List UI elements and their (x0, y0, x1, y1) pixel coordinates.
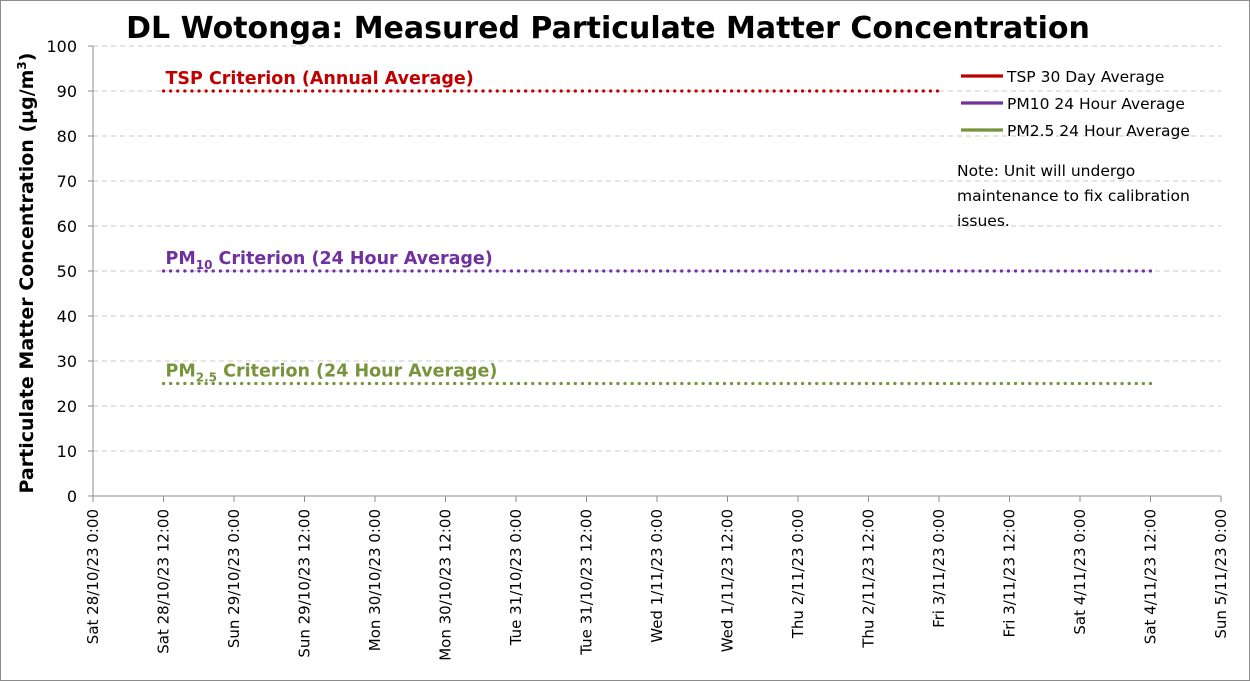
x-tick-label-10: Thu 2/11/23 0:00 (789, 509, 807, 639)
y-tick-label-20: 20 (57, 397, 77, 416)
y-tick-label-0: 0 (67, 487, 77, 506)
y-tick-label-50: 50 (57, 262, 77, 281)
x-tick-label-13: Fri 3/11/23 12:00 (1001, 509, 1019, 637)
criterion-label-sub-2: 2.5 (196, 371, 217, 385)
y-tick-label-90: 90 (57, 82, 77, 101)
x-tick-label-9: Wed 1/11/23 12:00 (719, 509, 737, 652)
x-tick-label-16: Sun 5/11/23 0:00 (1212, 509, 1230, 639)
y-tick-label-40: 40 (57, 307, 77, 326)
criterion-label-main-2: PM (166, 362, 196, 382)
note-line-2: issues. (957, 212, 1010, 230)
x-tick-labels: Sat 28/10/23 0:00 Sat 28/10/23 12:00 Sun 2… (84, 496, 1230, 661)
criterion-label-2: PM2.5 Criterion (24 Hour Average) (166, 362, 498, 385)
criterion-label-main-0: TSP Criterion (Annual Average) (166, 69, 474, 89)
gridlines (93, 45, 1221, 452)
legend-entry-2: PM2.5 24 Hour Average (1007, 122, 1190, 140)
criterion-label-sub-1: 10 (196, 258, 213, 272)
y-tick-label-70: 70 (57, 172, 77, 191)
y-tick-label-30: 30 (57, 352, 77, 371)
x-tick-label-12: Fri 3/11/23 0:00 (930, 509, 948, 628)
criterion-label-rest-1: Criterion (24 Hour Average) (212, 249, 492, 269)
legend-entry-0: TSP 30 Day Average (1006, 68, 1164, 86)
y-tick-label-60: 60 (57, 217, 77, 236)
criterion-label-0: TSP Criterion (Annual Average) (166, 69, 474, 89)
y-axis-label-main: Particulate Matter Concentration (µg/m (16, 70, 38, 494)
x-tick-label-1: Sat 28/10/23 12:00 (155, 509, 173, 654)
note-line-0: Note: Unit will undergo (957, 162, 1135, 180)
x-tick-label-7: Tue 31/10/23 12:00 (578, 509, 596, 656)
y-tick-label-10: 10 (57, 442, 77, 461)
y-axis-label-sup: 3 (15, 61, 29, 69)
criterion-label-1: PM10 Criterion (24 Hour Average) (166, 249, 493, 272)
x-tick-label-0: Sat 28/10/23 0:00 (84, 509, 102, 644)
x-tick-label-11: Thu 2/11/23 12:00 (860, 509, 878, 649)
x-tick-label-5: Mon 30/10/23 12:00 (437, 509, 455, 661)
note-line-1: maintenance to fix calibration (957, 187, 1190, 205)
note: Note: Unit will undergo maintenance to fi… (957, 162, 1190, 230)
criteria-lines: TSP Criterion (Annual Average)PM10 Crite… (161, 69, 1153, 386)
chart-title: DL Wotonga: Measured Particulate Matter … (126, 11, 1090, 46)
y-axis-label: Particulate Matter Concentration (µg/m3) (15, 53, 38, 494)
legend: TSP 30 Day Average PM10 24 Hour Average PM… (961, 68, 1190, 140)
y-axis-label-end: ) (16, 53, 38, 62)
x-tick-label-14: Sat 4/11/23 0:00 (1071, 509, 1089, 635)
x-tick-label-8: Wed 1/11/23 0:00 (648, 509, 666, 643)
x-tick-label-3: Sun 29/10/23 12:00 (296, 509, 314, 658)
x-tick-label-6: Tue 31/10/23 0:00 (507, 509, 525, 646)
svg-text:Particulate Matter Concentrati: Particulate Matter Concentration (µg/m3) (15, 53, 38, 494)
legend-entry-1: PM10 24 Hour Average (1007, 95, 1185, 113)
criterion-label-rest-2: Criterion (24 Hour Average) (217, 362, 497, 382)
criterion-label-main-1: PM (166, 249, 196, 269)
x-tick-label-4: Mon 30/10/23 0:00 (366, 509, 384, 651)
x-tick-label-2: Sun 29/10/23 0:00 (225, 509, 243, 648)
y-tick-labels: 0 10 20 30 40 50 60 70 80 90 100 (46, 37, 93, 506)
y-tick-label-100: 100 (46, 37, 77, 56)
y-tick-label-80: 80 (57, 127, 77, 146)
x-tick-label-15: Sat 4/11/23 12:00 (1142, 509, 1160, 644)
